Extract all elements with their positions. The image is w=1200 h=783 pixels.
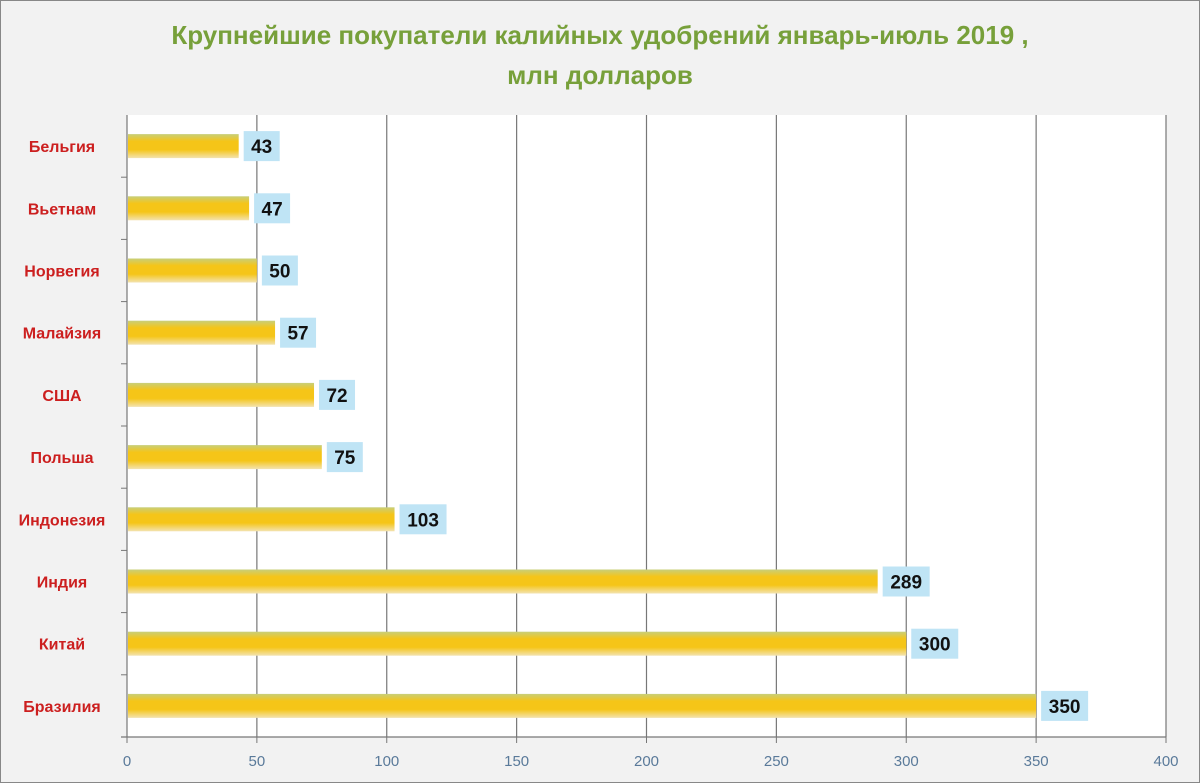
data-label-box xyxy=(243,131,280,162)
chart-subtitle: млн долларов xyxy=(507,60,693,90)
data-label-box xyxy=(882,566,930,597)
chart-title: Крупнейшие покупатели калийных удобрений… xyxy=(171,20,1029,50)
data-label-box xyxy=(280,317,317,348)
data-label: 300 xyxy=(919,635,951,656)
bar xyxy=(128,507,395,532)
data-label: 43 xyxy=(251,137,272,158)
data-label-box xyxy=(1041,690,1089,721)
data-label: 75 xyxy=(334,448,356,469)
data-label: 72 xyxy=(326,386,347,407)
x-tick-label: 300 xyxy=(894,753,919,770)
x-tick-label: 250 xyxy=(764,753,789,770)
bar xyxy=(128,693,1037,718)
data-label: 103 xyxy=(407,510,439,531)
bar xyxy=(128,445,322,470)
category-label: Индия xyxy=(37,575,88,592)
category-label: Индонезия xyxy=(19,512,106,529)
bar xyxy=(128,258,257,283)
bar xyxy=(128,196,250,221)
x-tick-label: 150 xyxy=(504,753,529,770)
x-tick-label: 350 xyxy=(1024,753,1049,770)
bar xyxy=(128,631,907,656)
category-label: Норвегия xyxy=(24,264,99,281)
data-label: 289 xyxy=(890,573,922,594)
data-label: 50 xyxy=(269,262,290,283)
category-label: США xyxy=(42,388,82,405)
x-tick-label: 400 xyxy=(1153,753,1178,770)
bar xyxy=(128,320,276,345)
data-label: 47 xyxy=(262,199,283,220)
category-label: Бразилия xyxy=(23,699,101,716)
bar xyxy=(128,134,239,159)
category-label: Китай xyxy=(39,637,85,654)
category-label: Польша xyxy=(30,450,93,467)
x-tick-label: 100 xyxy=(374,753,399,770)
data-label: 350 xyxy=(1049,697,1081,718)
x-tick-label: 200 xyxy=(634,753,659,770)
bar xyxy=(128,382,315,407)
category-label: Бельгия xyxy=(29,139,95,156)
data-label-box xyxy=(319,379,356,410)
x-tick-label: 50 xyxy=(249,753,266,770)
x-tick-label: 0 xyxy=(123,753,131,770)
data-label: 57 xyxy=(287,324,308,345)
data-label-box xyxy=(399,504,447,535)
data-label-box xyxy=(261,255,298,286)
category-label: Малайзия xyxy=(23,326,101,343)
category-label: Вьетнам xyxy=(28,201,96,218)
data-label-box xyxy=(911,628,959,659)
bar xyxy=(128,569,878,594)
data-label-box xyxy=(254,193,291,224)
data-label-box xyxy=(326,442,363,473)
